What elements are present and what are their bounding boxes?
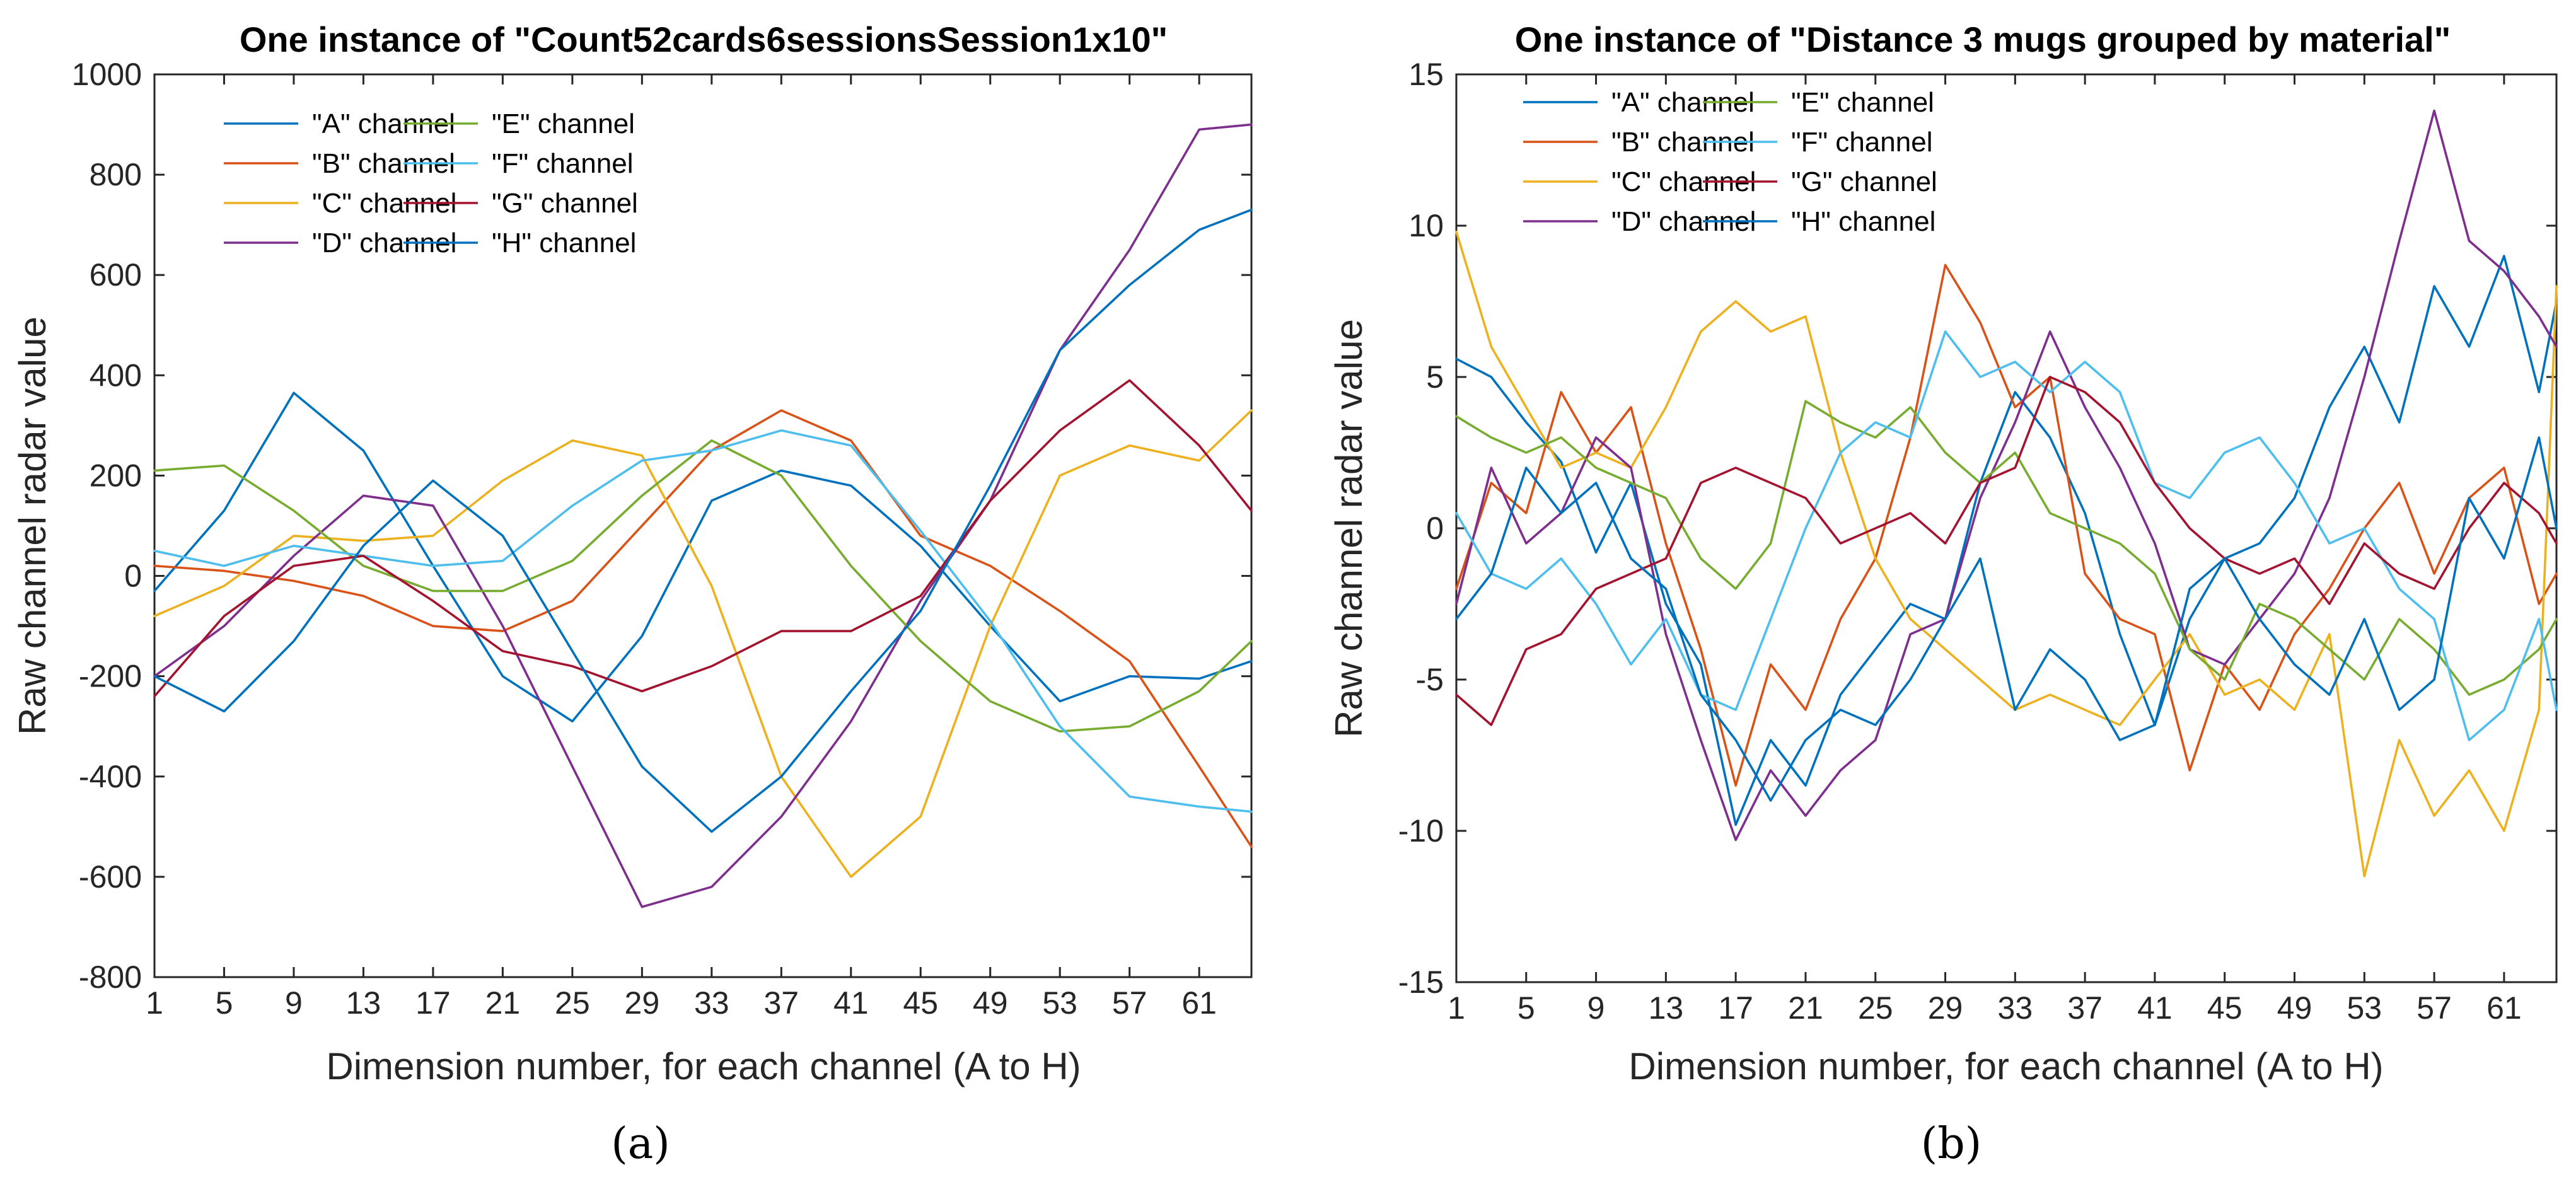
x-tick-label: 53 [2347,990,2382,1026]
legend-label-e: "E" channel [492,108,635,139]
x-tick-label: 33 [694,985,729,1021]
x-tick-label: 45 [2207,990,2242,1026]
panel-b: One instance of "Distance 3 mugs grouped… [1328,20,2558,1169]
y-tick-label: 200 [90,458,142,493]
series-line-f [153,429,1253,813]
series-line-e [1455,400,2558,696]
x-tick-label: 5 [1517,990,1535,1026]
y-tick-label: -10 [1398,813,1444,849]
series-line-d [153,123,1253,908]
legend-label-g: "G" channel [1791,166,1937,197]
x-tick-label: 49 [973,985,1008,1021]
x-tick-label: 61 [2486,990,2522,1026]
y-tick-label: 15 [1408,57,1444,92]
y-tick-label: 400 [90,357,142,393]
chart-b-ylabel: Raw channel radar value [1328,319,1370,738]
legend-label-g: "G" channel [492,188,638,219]
series-line-h [153,208,1253,833]
x-tick-label: 57 [2416,990,2452,1026]
x-tick-label: 37 [2067,990,2103,1026]
x-tick-label: 17 [415,985,451,1021]
chart-a-panel-label: (a) [611,1119,670,1169]
x-tick-label: 9 [285,985,303,1021]
x-tick-label: 1 [1448,990,1465,1026]
y-tick-label: 600 [90,257,142,293]
x-tick-label: 57 [1112,985,1147,1021]
x-tick-label: 13 [346,985,381,1021]
x-tick-label: 33 [1998,990,2033,1026]
chart-a-plot-area [153,73,1253,978]
y-tick-label: 10 [1408,208,1444,243]
chart-b-legend: "A" channel"B" channel"C" channel"D" cha… [1523,87,1937,237]
panel-a: One instance of "Count52cards6sessionsSe… [11,20,1253,1169]
chart-b-xlabel: Dimension number, for each channel (A to… [1628,1045,2383,1087]
legend-label-h: "H" channel [1791,206,1935,237]
legend-label-e: "E" channel [1791,87,1934,118]
x-tick-label: 45 [903,985,938,1021]
y-tick-label: 0 [1426,511,1444,546]
legend-label-f: "F" channel [492,148,633,179]
x-tick-label: 53 [1042,985,1077,1021]
chart-a-title: One instance of "Count52cards6sessionsSe… [240,20,1168,59]
x-tick-label: 5 [216,985,233,1021]
chart-a-xlabel: Dimension number, for each channel (A to… [326,1045,1081,1087]
series-line-e [153,439,1253,733]
y-tick-label: -200 [79,659,142,694]
chart-a-legend: "A" channel"B" channel"C" channel"D" cha… [224,108,638,258]
series-line-b [1455,264,2558,787]
x-tick-label: 49 [2277,990,2312,1026]
chart-a-ylabel: Raw channel radar value [11,316,54,735]
x-tick-label: 61 [1181,985,1217,1021]
x-tick-label: 13 [1649,990,1684,1026]
chart-a-lines [153,123,1253,908]
chart-b-ticks: 1 5 9 13 17 21 25 29 33 37 41 45 49 53 57 61-15-10-5051… [1398,57,2556,1026]
series-line-g [153,379,1253,698]
series-line-h [1455,436,2558,802]
series-line-c [153,409,1253,878]
chart-b-title: One instance of "Distance 3 mugs grouped… [1515,20,2451,59]
chart-a-ticks: 1 5 9 13 17 21 25 29 33 37 41 45 49 53 57 61 -800 -600 -40… [72,57,1251,1021]
x-tick-label: 29 [1928,990,1963,1026]
y-tick-label: -800 [79,959,142,995]
x-tick-label: 41 [833,985,869,1021]
legend-label-f: "F" channel [1791,127,1932,158]
chart-b-lines [1455,109,2558,878]
x-tick-label: 37 [763,985,799,1021]
y-tick-label: 0 [124,559,142,594]
x-tick-label: 25 [1858,990,1893,1026]
y-tick-label: -15 [1398,965,1444,1000]
y-tick-label: 800 [90,157,142,192]
series-line-d [1455,109,2558,842]
x-tick-label: 21 [485,985,521,1021]
x-tick-label: 41 [2137,990,2173,1026]
x-tick-label: 21 [1788,990,1823,1026]
x-tick-label: 1 [146,985,163,1021]
y-tick-label: 5 [1426,359,1444,395]
y-tick-label: -600 [79,859,142,895]
y-tick-label: -400 [79,759,142,794]
y-tick-label: -5 [1416,662,1444,697]
y-tick-label: 1000 [72,57,142,92]
x-tick-label: 29 [625,985,660,1021]
x-tick-label: 9 [1587,990,1605,1026]
series-line-f [1455,330,2558,741]
series-line-a [153,391,1253,723]
chart-b-panel-label: (b) [1921,1119,1982,1169]
x-tick-label: 17 [1718,990,1753,1026]
legend-label-h: "H" channel [492,228,636,258]
x-tick-label: 25 [555,985,590,1021]
